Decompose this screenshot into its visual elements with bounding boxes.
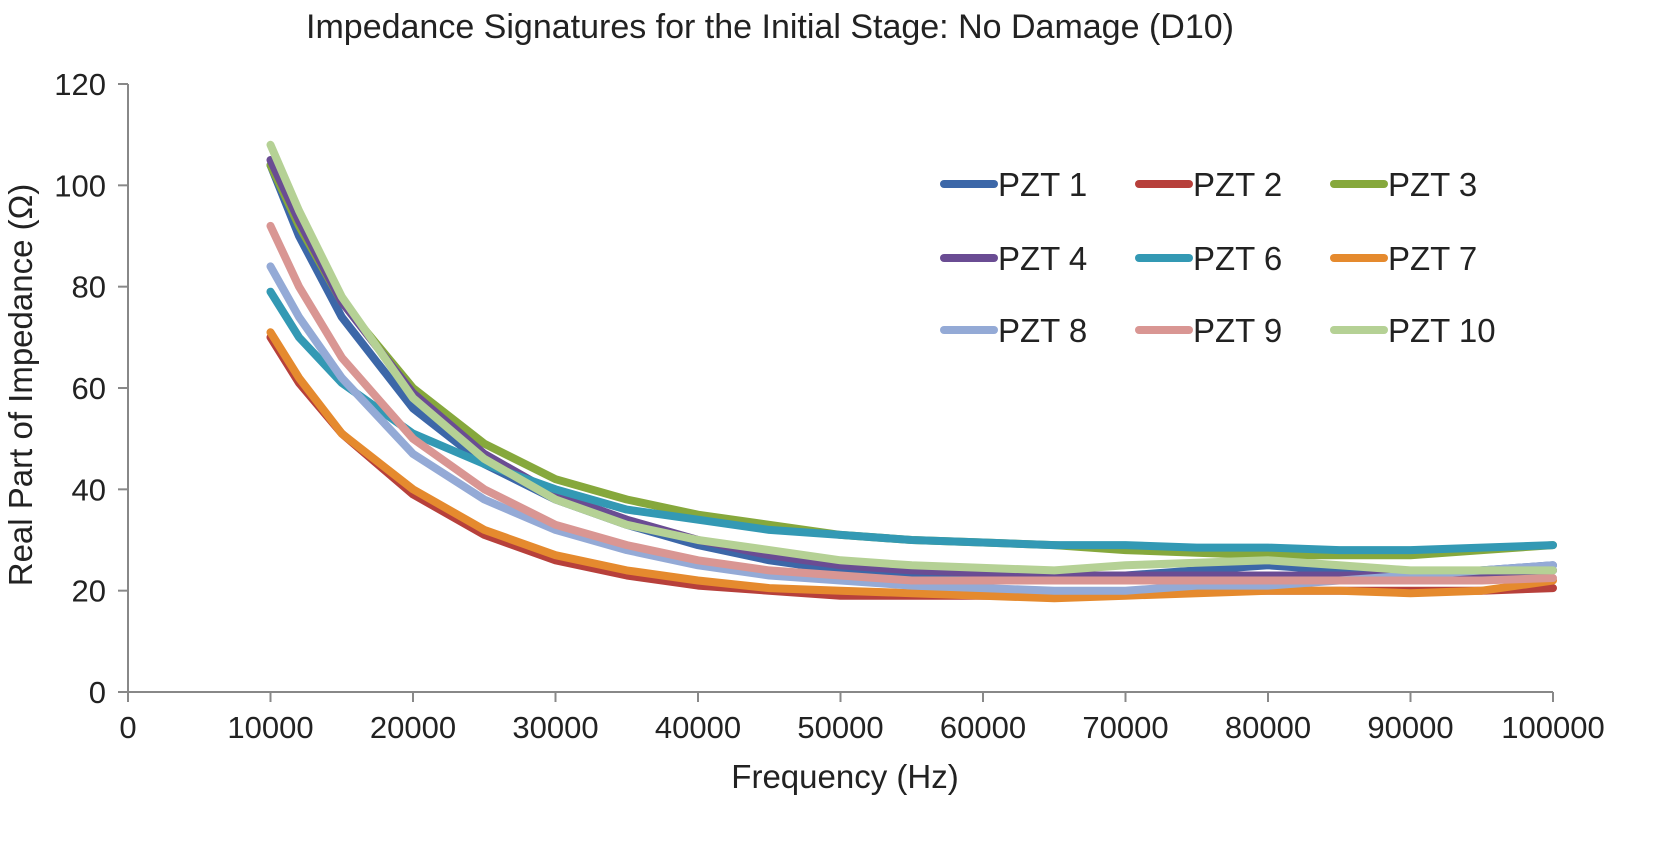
x-tick-label: 20000	[370, 710, 456, 745]
y-axis-title: Real Part of Impedance (Ω)	[2, 184, 39, 587]
legend-label-pzt-1: PZT 1	[998, 166, 1087, 203]
series-line-pzt-3	[266, 161, 1557, 560]
series-line-pzt-1	[266, 161, 1557, 585]
x-tick-label: 0	[119, 710, 136, 745]
tick-labels: 0 20 40 60 80 100 120 0 10000 20000 30000 40000 5000…	[54, 67, 1604, 745]
y-tick-label: 0	[89, 675, 106, 710]
x-tick-label: 80000	[1225, 710, 1311, 745]
chart-title: Impedance Signatures for the Initial Sta…	[306, 8, 1234, 46]
legend-label-pzt-3: PZT 3	[1388, 166, 1477, 203]
legend-label-pzt-2: PZT 2	[1193, 166, 1282, 203]
x-tick-label: 40000	[655, 710, 741, 745]
x-tick-label: 10000	[227, 710, 313, 745]
x-tick-label: 70000	[1082, 710, 1168, 745]
x-tick-label: 90000	[1367, 710, 1453, 745]
legend-label-pzt-8: PZT 8	[998, 312, 1087, 349]
x-tick-label: 100000	[1501, 710, 1604, 745]
x-tick-label: 50000	[797, 710, 883, 745]
series-line-pzt-7	[266, 328, 1557, 603]
series-lines	[266, 140, 1557, 603]
y-tick-label: 100	[54, 168, 106, 203]
legend-label-pzt-9: PZT 9	[1193, 312, 1282, 349]
legend-label-pzt-4: PZT 4	[998, 240, 1087, 277]
legend-label-pzt-6: PZT 6	[1193, 240, 1282, 277]
x-axis-title: Frequency (Hz)	[731, 758, 958, 795]
y-tick-label: 40	[72, 472, 106, 507]
x-tick-label: 30000	[512, 710, 598, 745]
y-tick-label: 120	[54, 67, 106, 102]
legend-label-pzt-10: PZT 10	[1388, 312, 1496, 349]
legend: PZT 1 PZT 2 PZT 3 PZT 4 PZT 6 PZT 7 PZT 8 PZT 9…	[940, 166, 1496, 349]
y-tick-label: 60	[72, 371, 106, 406]
y-tick-label: 20	[72, 574, 106, 609]
y-tick-label: 80	[72, 270, 106, 305]
axes	[118, 83, 1554, 702]
series-line-pzt-9	[266, 221, 1557, 585]
legend-label-pzt-7: PZT 7	[1388, 240, 1477, 277]
series-line-pzt-6	[266, 287, 1557, 555]
x-tick-label: 60000	[940, 710, 1026, 745]
series-line-pzt-10	[266, 140, 1557, 575]
